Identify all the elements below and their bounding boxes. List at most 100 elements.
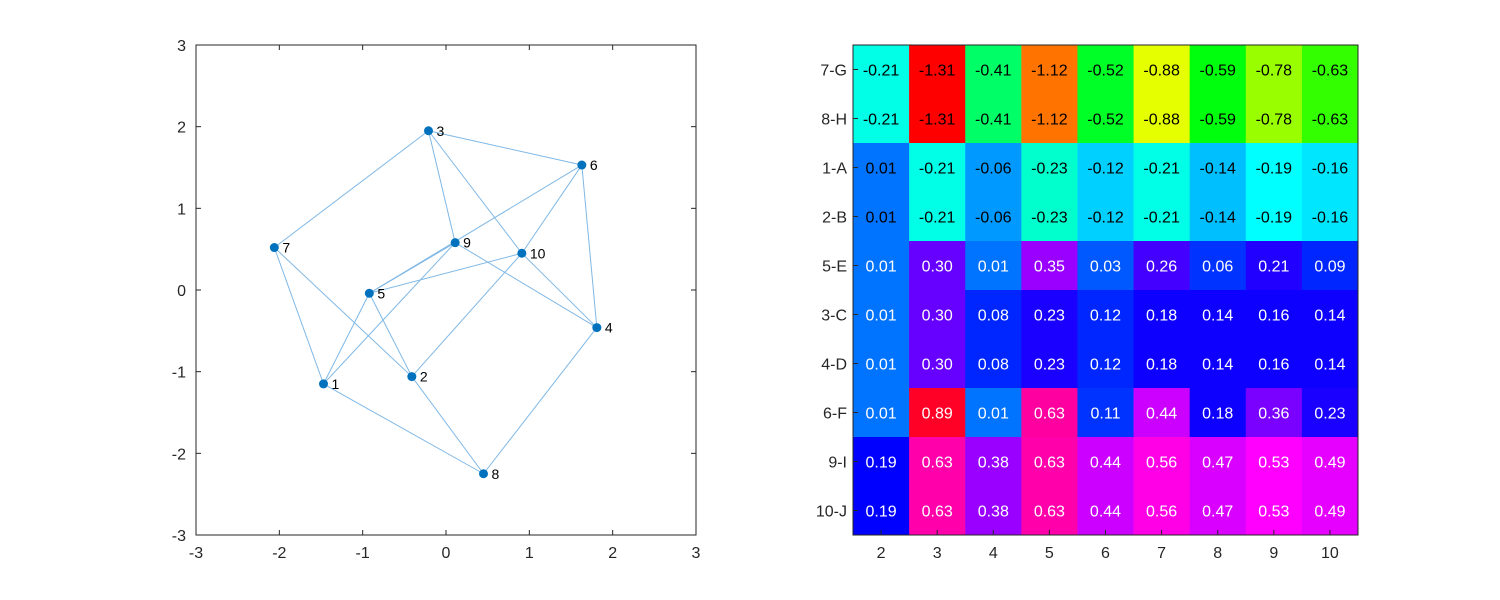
graph-edge (428, 130, 523, 254)
heatmap-cell (1021, 437, 1078, 487)
heatmap-value-label: 0.53 (1258, 455, 1289, 472)
heatmap-cell (1133, 143, 1191, 193)
x-tick-label: 2 (877, 545, 886, 562)
graph-edge (411, 252, 523, 377)
heatmap-cell (1301, 486, 1359, 536)
heatmap-cell (1077, 241, 1135, 291)
heatmap-cell (1133, 45, 1191, 95)
graph-node (424, 126, 433, 136)
heatmap-value-label: -0.63 (1312, 63, 1349, 80)
heatmap-value-label: 0.30 (922, 308, 953, 325)
heatmap-value-label: 0.19 (865, 504, 896, 521)
graph-node (517, 248, 527, 258)
heatmap-cell (1021, 339, 1078, 389)
y-tick-label: 10-J (816, 504, 847, 521)
heatmap-cell (909, 486, 966, 536)
heatmap-value-label: 0.14 (1202, 308, 1233, 325)
heatmap-value-label: -0.21 (1143, 210, 1180, 227)
x-tick-label: 7 (1157, 545, 1166, 562)
heatmap-value-label: -0.12 (1087, 210, 1124, 227)
heatmap-value-label: 0.01 (865, 357, 896, 374)
graph-edge (581, 165, 598, 328)
heatmap-value-label: 0.89 (922, 406, 953, 423)
heatmap-value-label: -0.52 (1087, 63, 1124, 80)
heatmap-value-label: 0.14 (1314, 308, 1345, 325)
heatmap-cell (1301, 241, 1359, 291)
heatmap-cell (965, 339, 1022, 389)
x-tick-label: -1 (356, 545, 370, 562)
heatmap-cell (1301, 339, 1359, 389)
heatmap-value-label: 0.12 (1090, 357, 1121, 374)
y-tick-label: 1-A (822, 161, 847, 178)
heatmap-cell (1245, 94, 1303, 144)
graph-node-label: 2 (420, 369, 428, 385)
heatmap-cell (1133, 290, 1191, 340)
heatmap-cell (965, 388, 1022, 438)
heatmap-value-label: -0.06 (975, 210, 1012, 227)
heatmap-value-label: 0.44 (1090, 455, 1121, 472)
heatmap-value-label: 0.49 (1314, 455, 1345, 472)
graph-edge (521, 164, 583, 254)
heatmap-value-label: 0.47 (1202, 455, 1233, 472)
graph-edge (323, 293, 370, 385)
heatmap-value-label: -0.19 (1256, 210, 1293, 227)
heatmap-cell (965, 241, 1022, 291)
heatmap-cell (1245, 241, 1303, 291)
heatmap-value-label: 0.44 (1090, 504, 1121, 521)
y-tick-label: 3-C (821, 308, 847, 325)
heatmap-cell (1021, 192, 1078, 242)
heatmap-cell (853, 486, 910, 536)
heatmap-cell (1189, 388, 1247, 438)
y-tick-label: 1 (177, 201, 186, 218)
heatmap-cell (1301, 143, 1359, 193)
heatmap-value-label: -0.59 (1199, 63, 1236, 80)
y-tick-label: 2-B (822, 210, 847, 227)
y-tick-label: 7-G (820, 63, 847, 80)
heatmap-cell (1301, 290, 1359, 340)
heatmap-value-label: 0.01 (978, 406, 1009, 423)
heatmap-value-label: 0.23 (1314, 406, 1345, 423)
graph-edge (483, 327, 598, 475)
graph-edge (369, 242, 456, 294)
heatmap-value-label: 0.08 (978, 357, 1009, 374)
heatmap-cell (965, 45, 1022, 95)
heatmap-cell (909, 388, 966, 438)
heatmap-cell (1133, 94, 1191, 144)
graph-node-label: 7 (282, 240, 290, 256)
heatmap-value-label: 0.01 (865, 259, 896, 276)
graph-node (592, 323, 602, 333)
x-tick-label: 6 (1101, 545, 1110, 562)
y-tick-label: -1 (172, 365, 186, 382)
heatmap-value-label: 0.53 (1258, 504, 1289, 521)
heatmap-value-label: -1.31 (919, 112, 956, 129)
heatmap-cell (1301, 192, 1359, 242)
heatmap-cell (1189, 143, 1247, 193)
x-tick-label: 3 (933, 545, 942, 562)
heatmap-value-label: 0.63 (1034, 406, 1065, 423)
heatmap-cell (1021, 486, 1078, 536)
graph-edge (323, 242, 456, 385)
heatmap-value-label: 0.23 (1034, 357, 1065, 374)
heatmap-cell (1301, 388, 1359, 438)
heatmap-value-label: -0.21 (1143, 161, 1180, 178)
heatmap-value-label: 0.03 (1090, 259, 1121, 276)
heatmap-cell (1301, 45, 1359, 95)
heatmap-value-label: 0.36 (1258, 406, 1289, 423)
heatmap-cell (1077, 192, 1135, 242)
heatmap-value-label: 0.01 (865, 406, 896, 423)
x-tick-label: -2 (272, 545, 286, 562)
heatmap-cell (1189, 437, 1247, 487)
heatmap-cell (1245, 437, 1303, 487)
heatmap-value-label: -1.12 (1031, 63, 1068, 80)
heatmap-cell (853, 94, 910, 144)
graph-node (364, 288, 374, 298)
heatmap-cell (1245, 45, 1303, 95)
heatmap-value-label: 0.06 (1202, 259, 1233, 276)
heatmap-cell (1133, 388, 1191, 438)
graph-edge (428, 130, 582, 166)
heatmap-cell (1189, 192, 1247, 242)
heatmap-cell (909, 45, 966, 95)
heatmap-cell (1133, 192, 1191, 242)
heatmap-cell (965, 143, 1022, 193)
